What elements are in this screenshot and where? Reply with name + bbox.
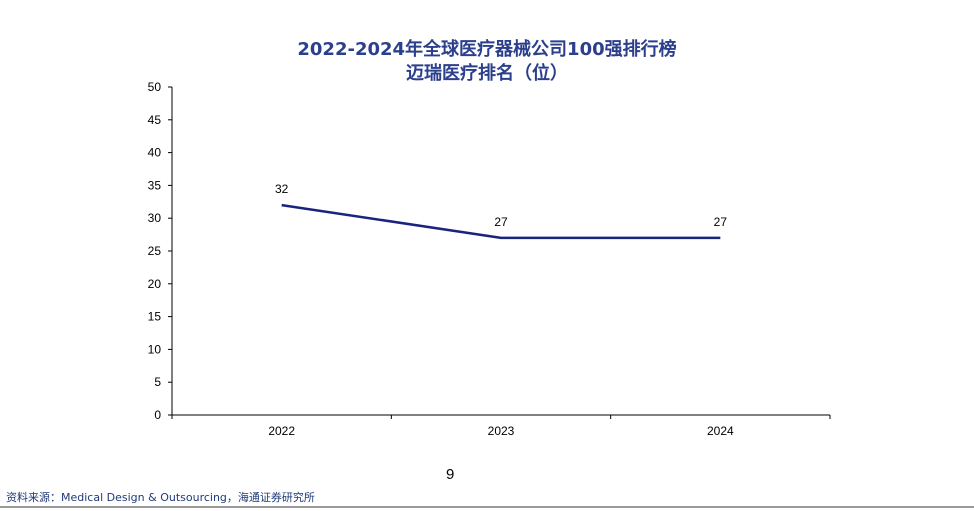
chart-subtitle: 迈瑞医疗排名（位）	[406, 63, 568, 84]
data-label: 27	[494, 215, 508, 229]
data-label: 32	[275, 182, 289, 196]
bottom-divider	[0, 506, 974, 508]
chart-title: 2022-2024年全球医疗器械公司100强排行榜	[297, 39, 677, 60]
data-label: 27	[714, 215, 728, 229]
y-tick-label: 35	[148, 178, 162, 192]
chart-marks: 32 27 27	[275, 182, 728, 240]
y-tick-label: 50	[148, 80, 162, 94]
y-tick-label: 25	[148, 244, 162, 258]
chart-axes: 0 5 10 15 20 25 30 35 40 45 50 2022 2023 2024	[148, 80, 831, 438]
y-tick-label: 0	[154, 408, 161, 422]
y-tick-label: 20	[148, 277, 162, 291]
y-tick-label: 15	[148, 310, 162, 324]
source-note: 资料来源：Medical Design & Outsourcing，海通证券研究…	[6, 491, 315, 504]
page-number: 9	[446, 466, 455, 483]
y-tick-label: 40	[148, 146, 162, 160]
x-tick-label: 2023	[488, 424, 515, 438]
y-tick-label: 45	[148, 113, 162, 127]
series-line	[281, 203, 721, 240]
x-tick-label: 2022	[268, 424, 295, 438]
y-tick-label: 5	[154, 375, 161, 389]
y-tick-label: 30	[148, 211, 162, 225]
x-tick-label: 2024	[707, 424, 734, 438]
y-tick-label: 10	[148, 342, 162, 356]
